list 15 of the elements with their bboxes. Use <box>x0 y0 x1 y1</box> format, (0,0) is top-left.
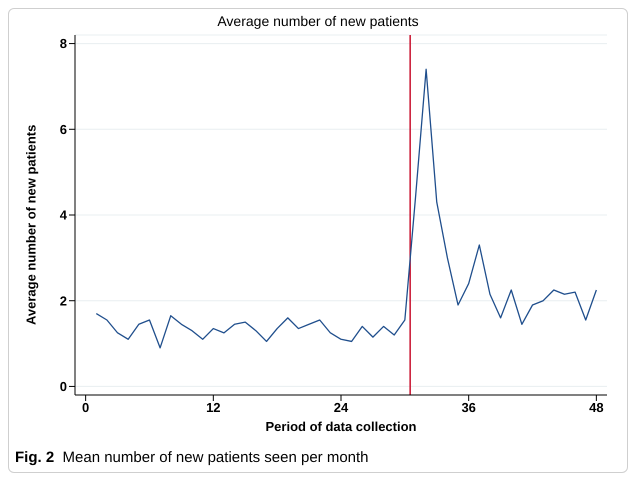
x-tick-label: 24 <box>334 400 349 416</box>
y-tick-label: 2 <box>60 293 67 308</box>
y-tick-label: 4 <box>60 208 68 223</box>
x-axis-title: Period of data collection <box>266 419 417 434</box>
line-series <box>96 68 598 349</box>
y-tick-label: 8 <box>60 36 67 52</box>
chart-title: Average number of new patients <box>216 13 420 29</box>
y-tick-label: 6 <box>60 122 67 137</box>
x-tick-label: 36 <box>461 400 476 416</box>
y-tick-label: 0 <box>60 379 67 394</box>
caption: Fig. 2 Mean number of new patients seen per month <box>15 449 369 466</box>
x-tick-label: 48 <box>589 400 604 416</box>
y-axis-title: Average number of new patients <box>24 124 39 325</box>
x-tick-label: 12 <box>206 400 221 416</box>
x-tick-label: 0 <box>82 400 90 416</box>
